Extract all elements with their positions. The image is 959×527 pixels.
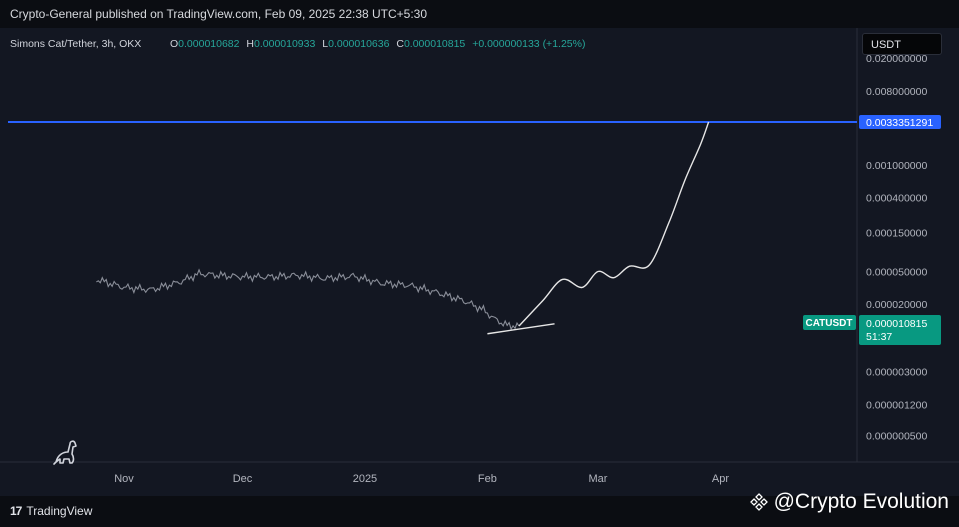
price-axis-tick-label: 0.008000000	[866, 86, 927, 98]
publisher-text: Crypto-General published on TradingView.…	[10, 7, 428, 21]
legend-close-value: 0.000010815	[404, 38, 465, 50]
legend-change: +0.000000133 (+1.25%)	[472, 38, 585, 50]
legend: Simons Cat/Tether, 3h, OKX O0.000010682 …	[10, 38, 585, 50]
time-axis-tick-label: Dec	[233, 473, 253, 485]
legend-low-label: L	[322, 38, 328, 50]
price-axis-tick-label: 0.000003000	[866, 367, 927, 379]
support-trendline[interactable]	[487, 323, 555, 335]
tradingview-brand[interactable]: 17 TradingView	[10, 504, 92, 518]
price-axis-tick-label: 0.020000000	[866, 53, 927, 65]
legend-open-value: 0.000010682	[178, 38, 239, 50]
price-axis-tick-label: 0.000020000	[866, 299, 927, 311]
current-price-label-box	[859, 315, 941, 345]
price-axis-tick-label: 0.000400000	[866, 192, 927, 204]
time-axis-tick-label: Nov	[114, 473, 134, 485]
currency-button[interactable]: USDT	[862, 33, 942, 55]
time-axis-tick-label: Feb	[478, 473, 497, 485]
price-axis-tick-label: 0.000150000	[866, 227, 927, 239]
price-axis-tick-label: 0.000000500	[866, 430, 927, 442]
tradingview-logo-icon: 17	[10, 504, 22, 518]
target-price-label-box	[859, 115, 941, 129]
bar-countdown: 51:37	[866, 331, 892, 343]
price-axis-tick-label: 0.001000000	[866, 160, 927, 172]
price-series-line	[96, 268, 520, 331]
watermark-text: @Crypto Evolution	[773, 490, 949, 513]
watermark: @Crypto Evolution	[749, 490, 949, 514]
legend-symbol: Simons Cat/Tether, 3h, OKX	[10, 38, 141, 50]
footer-bar	[0, 496, 959, 527]
time-axis-tick-label: 2025	[353, 473, 377, 485]
legend-high-value: 0.000010933	[254, 38, 315, 50]
symbol-label-box	[803, 315, 856, 330]
legend-ohlc: O0.000010682 H0.000010933 L0.000010636 C…	[170, 38, 585, 50]
dino-icon	[53, 440, 77, 465]
target-price-label: 0.0033351291	[866, 117, 933, 129]
legend-close-label: C	[396, 38, 404, 50]
current-price-value: 0.000010815	[866, 318, 927, 330]
price-axis-tick-label: 0.000001200	[866, 399, 927, 411]
legend-low-value: 0.000010636	[328, 38, 389, 50]
time-axis-tick-label: Mar	[589, 473, 608, 485]
tradingview-brand-text: TradingView	[26, 504, 93, 518]
symbol-label: CATUSDT	[805, 318, 852, 329]
binance-logo-icon	[749, 493, 768, 511]
time-axis[interactable]: Nov Dec 2025 Feb Mar Apr	[114, 473, 729, 485]
price-axis[interactable]: 0.020000000 0.008000000 0.001000000 0.00040…	[866, 53, 927, 442]
plot-area	[8, 121, 857, 335]
projection-series-line	[518, 121, 710, 327]
legend-open-label: O	[170, 38, 178, 50]
price-axis-tick-label: 0.000050000	[866, 267, 927, 279]
legend-high-label: H	[246, 38, 254, 50]
time-axis-tick-label: Apr	[712, 473, 729, 485]
publisher-bar: Crypto-General published on TradingView.…	[0, 0, 959, 28]
